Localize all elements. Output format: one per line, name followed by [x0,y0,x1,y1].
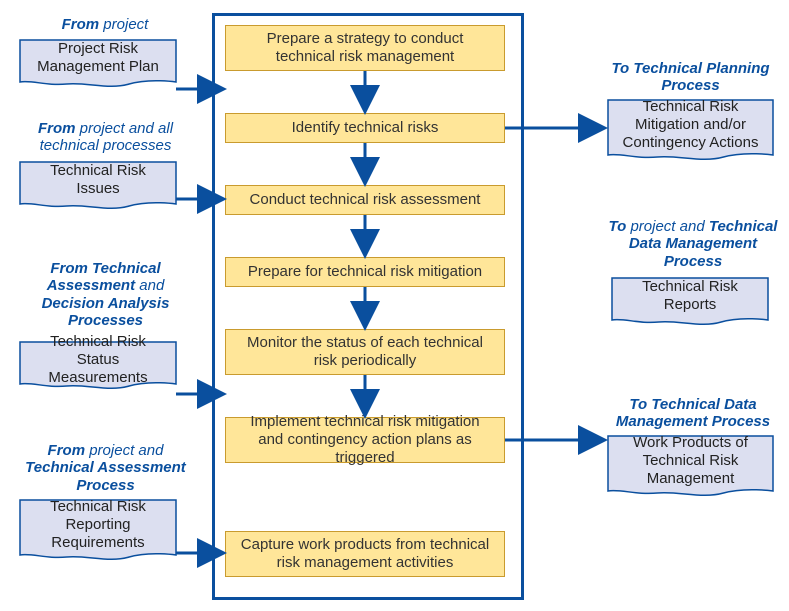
input-label-0: From project [45,16,165,33]
step-5: Implement technical risk mitigation and … [225,417,505,463]
output-box-2: Work Products of Technical Risk Manageme… [608,436,773,485]
process-frame [212,13,524,600]
input-label-2: From Technical Assessment and Decision A… [18,260,193,329]
input-box-0: Project Risk Management Plan [20,40,176,76]
step-3: Prepare for technical risk mitigation [225,257,505,287]
input-box-1: Technical Risk Issues [20,162,176,198]
step-text: Implement technical risk mitigation and … [236,413,494,467]
step-6: Capture work products from technical ris… [225,531,505,577]
step-0: Prepare a strategy to conduct technical … [225,25,505,71]
output-label-2: To Technical Data Management Process [608,396,778,431]
input-box-3: Technical Risk Reporting Requirements [20,500,176,549]
diagram-canvas: From project From project and all techni… [0,0,789,611]
input-label-1: From project and all technical processes [18,120,193,155]
step-2: Conduct technical risk assessment [225,185,505,215]
input-label-3: From project and Technical Assessment Pr… [18,442,193,494]
output-label-0: To Technical Planning Process [608,60,773,95]
output-box-0: Technical Risk Mitigation and/or Conting… [608,100,773,149]
output-label-1: To project and Technical Data Management… [608,218,778,270]
input-box-2: Technical Risk Status Measurements [20,342,176,378]
output-box-1: Technical Risk Reports [612,278,768,314]
step-4: Monitor the status of each technical ris… [225,329,505,375]
step-text: Identify technical risks [292,119,439,137]
step-text: Conduct technical risk assessment [250,191,481,209]
step-text: Capture work products from technical ris… [236,536,494,572]
step-text: Prepare for technical risk mitigation [248,263,482,281]
step-text: Monitor the status of each technical ris… [236,334,494,370]
step-1: Identify technical risks [225,113,505,143]
step-text: Prepare a strategy to conduct technical … [236,30,494,66]
